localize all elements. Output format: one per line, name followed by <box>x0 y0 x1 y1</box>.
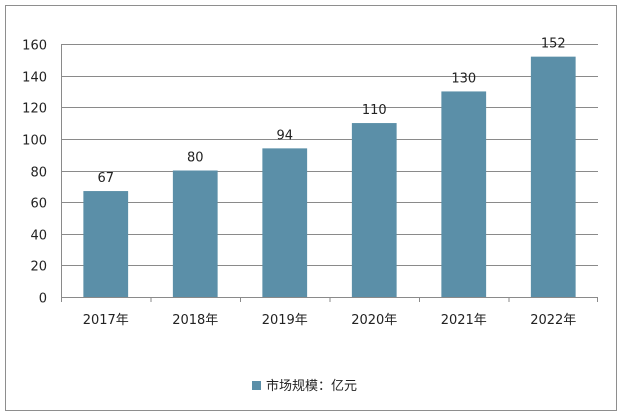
x-tick-label-3: 2020年 <box>351 313 397 328</box>
data-label-0: 67 <box>97 171 114 186</box>
data-label-4: 130 <box>451 71 476 86</box>
x-tick-label-2: 2019年 <box>262 313 308 328</box>
y-tick-label: 60 <box>30 197 47 212</box>
data-label-2: 94 <box>276 128 293 143</box>
y-tick-label: 20 <box>30 260 47 275</box>
gridlines <box>61 44 598 266</box>
y-tick-label: 40 <box>30 229 47 244</box>
y-tick-label: 120 <box>22 102 47 117</box>
bar-1 <box>172 170 218 297</box>
x-tick-label-4: 2021年 <box>441 313 487 328</box>
bar-2 <box>262 148 308 297</box>
legend-label: 市场规模：亿元 <box>266 378 357 394</box>
data-label-3: 110 <box>362 103 387 118</box>
data-label-1: 80 <box>187 151 204 166</box>
bar-4 <box>441 91 487 297</box>
y-tick-label: 80 <box>30 166 47 181</box>
bar-3 <box>351 123 397 297</box>
x-tick-label-0: 2017年 <box>83 313 129 328</box>
y-tick-label: 140 <box>22 71 47 86</box>
y-tick-label: 0 <box>39 292 47 307</box>
axes <box>61 44 598 302</box>
bars <box>83 56 576 298</box>
x-tick-labels: 2017年 2018年 2019年 2020年 2021年 2022年 <box>83 313 577 328</box>
bar-5 <box>530 56 576 298</box>
bar-0 <box>83 191 129 297</box>
x-tick-label-5: 2022年 <box>530 313 576 328</box>
data-label-5: 152 <box>541 37 566 52</box>
x-tick-label-1: 2018年 <box>172 313 218 328</box>
legend: 市场规模：亿元 <box>252 378 357 394</box>
data-labels: 67 80 94 110 130 152 <box>97 37 565 186</box>
legend-swatch <box>252 381 261 390</box>
y-tick-label: 100 <box>22 134 47 149</box>
y-tick-labels: 0 20 40 60 80 100 120 140 160 <box>22 39 47 307</box>
y-tick-label: 160 <box>22 39 47 54</box>
